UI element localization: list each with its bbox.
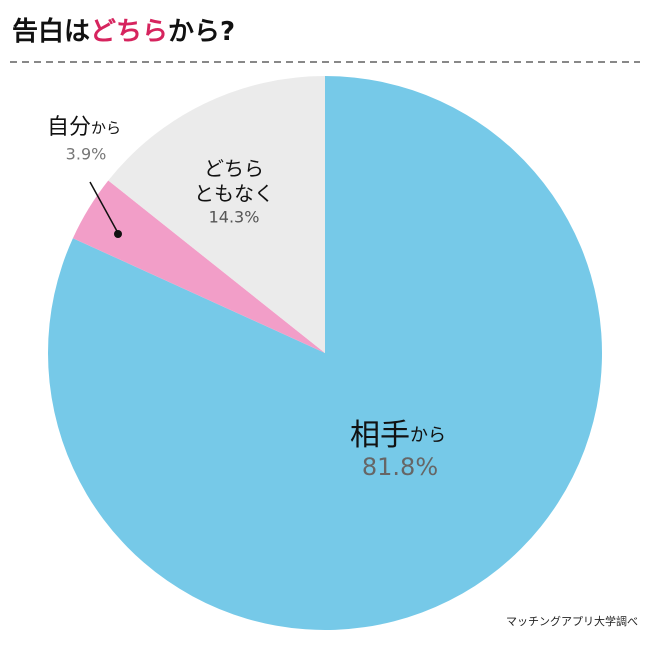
slice-label: どちら	[204, 157, 264, 181]
leader-dot	[114, 230, 122, 238]
pie-slice	[72, 180, 326, 353]
chart-title: 告白はどちらから?	[12, 16, 235, 47]
slice-label: 相手から	[350, 418, 446, 453]
label-main: 自分	[47, 115, 91, 140]
title-part: から?	[168, 17, 235, 47]
label-suffix: から	[410, 425, 446, 446]
pie-slice	[108, 76, 326, 353]
source: マッチングアプリ大学調べ	[506, 614, 638, 628]
title-part: どちら	[90, 17, 168, 47]
slice-label: ともなく	[194, 182, 274, 206]
label-main: 相手	[350, 418, 410, 453]
pie	[47, 76, 603, 630]
label-suffix: から	[91, 119, 121, 137]
value-label: 81.8%	[362, 453, 438, 481]
title-part: 告白は	[12, 16, 90, 47]
slice-label: 自分から	[47, 115, 121, 140]
leader-line	[89, 181, 119, 234]
value-label: 3.9%	[66, 145, 107, 164]
value-label: 14.3%	[209, 208, 260, 227]
